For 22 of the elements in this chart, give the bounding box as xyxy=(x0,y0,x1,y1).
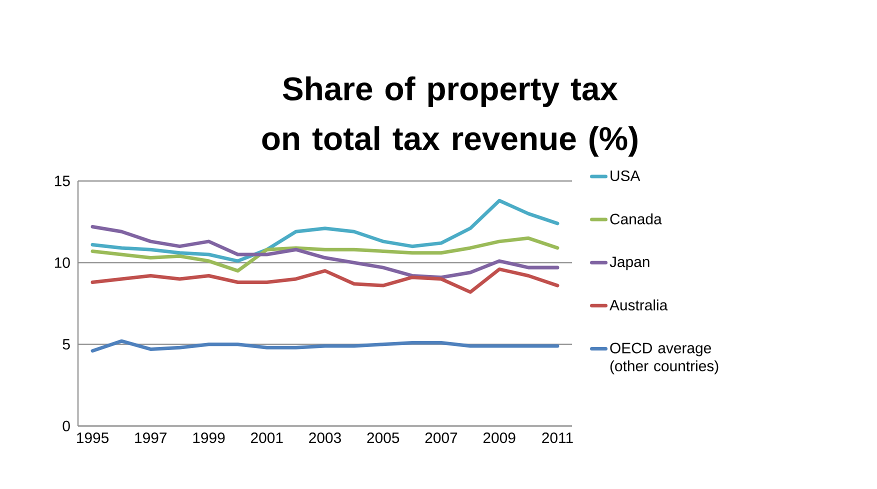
x-tick-label: 2011 xyxy=(542,432,573,444)
legend-label: Japan xyxy=(610,256,650,270)
x-tick-label: 1999 xyxy=(193,432,225,444)
legend-label: OECD average (other countries) xyxy=(610,342,718,374)
x-tick-label: 2009 xyxy=(483,432,516,444)
x-tick-label: 2001 xyxy=(251,432,283,444)
x-tick-label: 2005 xyxy=(367,432,400,444)
y-tick-label: 15 xyxy=(55,176,70,186)
line-series xyxy=(90,198,560,263)
y-tick-label: 5 xyxy=(62,339,70,350)
x-tick-label: 2007 xyxy=(425,432,458,444)
legend-label: Australia xyxy=(610,299,668,310)
y-tick-label: 0 xyxy=(62,420,70,432)
chart-title: Share of property tax on total tax revenue (%) xyxy=(262,76,638,157)
line-series xyxy=(90,236,560,273)
legend-label: Canada xyxy=(610,213,662,224)
x-tick-label: 1997 xyxy=(135,432,167,444)
x-tick-label: 2003 xyxy=(309,432,341,444)
x-tick-label: 1995 xyxy=(77,432,109,444)
legend-label: USA xyxy=(610,170,640,182)
line-series xyxy=(90,267,560,294)
y-tick-label: 10 xyxy=(55,257,70,268)
